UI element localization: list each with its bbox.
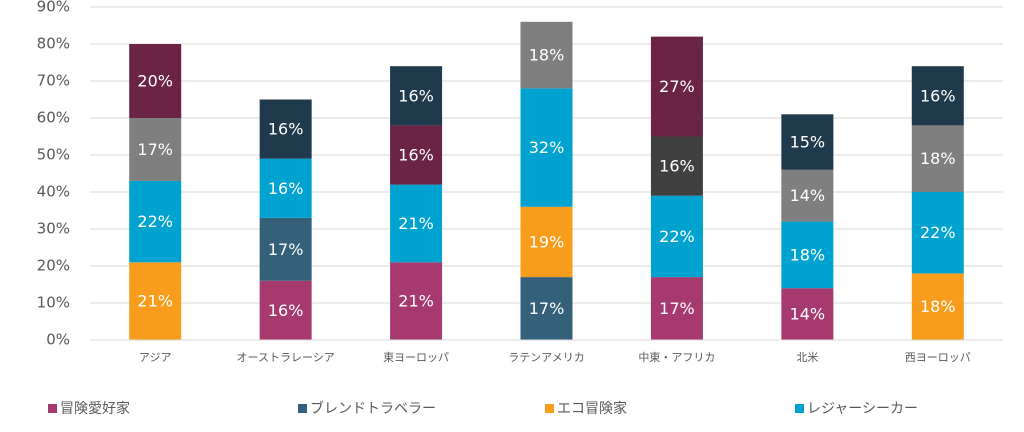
y-tick-label: 60% <box>37 109 70 127</box>
data-label: 17% <box>659 299 695 318</box>
bar-segment <box>390 184 443 263</box>
bar-segment <box>781 114 834 170</box>
y-tick-label: 0% <box>46 331 70 349</box>
bar-segment <box>390 66 443 126</box>
bar-segment <box>650 136 703 196</box>
y-tick-label: 30% <box>37 220 70 238</box>
data-label: 27% <box>659 77 695 96</box>
x-tick-label: 北米 <box>796 351 818 364</box>
y-tick-label: 50% <box>37 146 70 164</box>
x-tick-label: アジア <box>139 351 172 364</box>
bar-segment <box>390 262 443 340</box>
bar-segment <box>650 277 703 340</box>
data-label: 16% <box>398 146 434 165</box>
data-label: 22% <box>137 212 173 231</box>
x-tick-label: 西ヨーロッパ <box>905 351 971 364</box>
y-tick-label: 80% <box>37 35 70 53</box>
data-label: 18% <box>920 297 956 316</box>
legend-label: エコ冒険家 <box>557 400 627 417</box>
bar-segment <box>259 99 312 159</box>
bar-segment <box>259 158 312 218</box>
data-label: 22% <box>920 223 956 242</box>
legend-label: 冒険愛好家 <box>60 400 130 417</box>
bar-segment <box>911 66 964 126</box>
bar-segment <box>520 277 573 340</box>
data-label: 16% <box>920 86 956 105</box>
bar-segment <box>781 288 834 340</box>
bar-segment <box>650 195 703 278</box>
data-label: 17% <box>529 299 565 318</box>
bar-segment <box>911 273 964 340</box>
bar-segment <box>520 206 573 278</box>
bar-segment <box>259 217 312 281</box>
data-label: 21% <box>398 214 434 233</box>
bar-segment <box>781 221 834 289</box>
data-label: 16% <box>268 301 304 320</box>
data-label: 14% <box>790 186 826 205</box>
x-tick-label: オーストラレーシア <box>237 351 335 364</box>
y-tick-label: 70% <box>37 72 70 90</box>
data-label: 18% <box>790 245 826 264</box>
data-label: 18% <box>920 149 956 168</box>
legend-label: ブレンドトラベラー <box>310 400 436 417</box>
legend-swatch <box>48 404 57 413</box>
y-tick-label: 90% <box>37 0 70 16</box>
data-label: 22% <box>659 227 695 246</box>
x-tick-label: 中東・アフリカ <box>638 351 715 364</box>
bar-segment <box>520 21 573 89</box>
y-tick-label: 20% <box>37 257 70 275</box>
legend-swatch <box>795 404 804 413</box>
data-label: 17% <box>137 140 173 159</box>
legend-swatch <box>298 404 307 413</box>
data-label: 21% <box>137 292 173 311</box>
legend-swatch <box>545 404 554 413</box>
data-label: 32% <box>529 138 565 157</box>
data-label: 15% <box>790 133 826 152</box>
data-label: 16% <box>398 86 434 105</box>
data-label: 16% <box>659 157 695 176</box>
y-tick-label: 40% <box>37 183 70 201</box>
data-label: 20% <box>137 72 173 91</box>
bar-segment <box>129 262 182 340</box>
data-label: 14% <box>790 305 826 324</box>
bar-segment <box>911 125 964 192</box>
y-tick-label: 10% <box>37 294 70 312</box>
data-label: 18% <box>529 46 565 65</box>
bar-segment <box>259 280 312 340</box>
data-label: 16% <box>268 120 304 139</box>
bar-segment <box>911 192 964 274</box>
legend-label: レジャーシーカー <box>807 401 918 417</box>
bar-segment <box>129 180 182 263</box>
data-label: 17% <box>268 240 304 259</box>
data-label: 19% <box>529 232 565 251</box>
data-label: 21% <box>398 292 434 311</box>
data-label: 16% <box>268 179 304 198</box>
bar-segment <box>129 118 182 181</box>
bar-segment <box>390 125 443 185</box>
bar-segment <box>129 44 182 118</box>
bar-segment <box>650 36 703 137</box>
bar-segment <box>520 88 573 207</box>
x-tick-label: ラテンアメリカ <box>508 351 584 364</box>
x-tick-label: 東ヨーロッパ <box>383 351 449 364</box>
bar-segment <box>781 169 834 222</box>
